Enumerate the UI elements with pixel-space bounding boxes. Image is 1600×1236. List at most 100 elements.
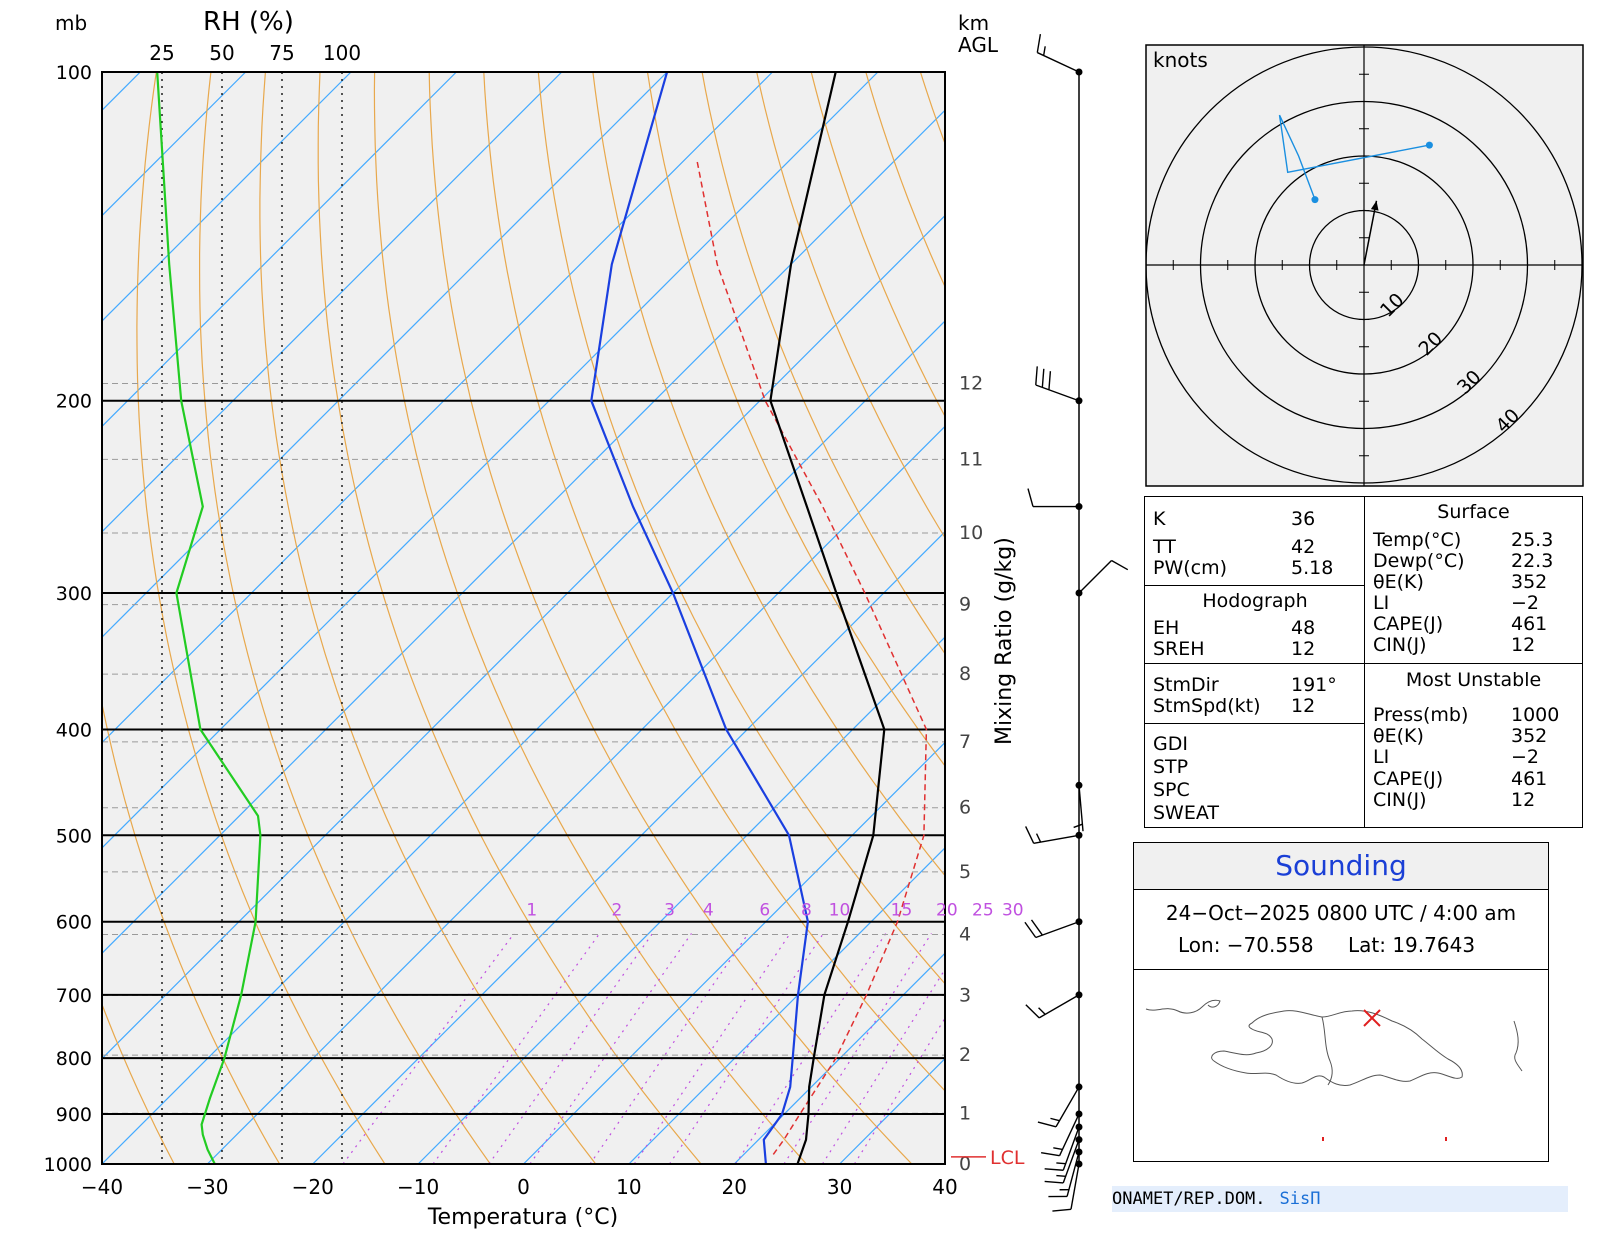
rh-tick-label: 75: [269, 41, 294, 65]
pressure-tick-label: 400: [56, 719, 92, 741]
wind-barb-shaft: [1035, 921, 1080, 939]
wind-barb-shaft: [1033, 834, 1080, 844]
mixing-ratio-tick-label: 6: [759, 901, 770, 921]
surface-li-label: LI: [1373, 592, 1390, 614]
wind-barb-half-feather: [1056, 1162, 1066, 1165]
wind-barb-half-feather: [1042, 46, 1046, 56]
pressure-tick-label: 1000: [44, 1154, 92, 1176]
temperature-tick-label: 10: [616, 1175, 641, 1199]
height-tick-label: 1: [959, 1102, 971, 1124]
mu-cin-label: CIN(J): [1373, 789, 1427, 811]
dry-adiabat-line: [592, 72, 945, 877]
mu-thetae-value: 352: [1511, 725, 1548, 747]
spc-label: SPC: [1153, 779, 1190, 801]
isotherm-line: [733, 952, 945, 1164]
mu-cape-value: 461: [1511, 768, 1548, 790]
dry-adiabat-line: [701, 72, 945, 655]
height-tick-label: 0: [959, 1153, 971, 1175]
temperature-profile-line: [769, 72, 886, 1164]
tt-value: 42: [1291, 536, 1316, 558]
wind-barb-feather: [1044, 1168, 1064, 1171]
temperature-tick-label: −30: [186, 1175, 228, 1199]
surface-temp-label: Temp(°C): [1373, 529, 1462, 551]
temperature-tick-label: −10: [397, 1175, 439, 1199]
surface-cin-label: CIN(J): [1373, 634, 1427, 656]
wind-barb-feather: [1035, 366, 1038, 386]
pressure-tick-label: 100: [56, 62, 92, 84]
wind-barb-feather: [1041, 368, 1045, 388]
surface-cape-value: 461: [1511, 613, 1548, 635]
sounding-datetime: 24−Oct−2025 0800 UTC / 4:00 am: [1165, 901, 1517, 925]
temperature-tick-label: 0: [517, 1175, 530, 1199]
surface-dewp-value: 22.3: [1511, 550, 1554, 572]
height-tick-label: 9: [959, 594, 971, 616]
rh-axis-label: RH (%): [203, 7, 294, 37]
hodograph-end-point: [1311, 196, 1319, 204]
dry-adiabat-line: [428, 72, 913, 1164]
sounding-lon: Lon: −70.558: [1178, 933, 1314, 957]
plot-background: [102, 72, 945, 1164]
height-unit-label: km: [958, 11, 989, 35]
wind-barb-shaft: [1035, 384, 1080, 402]
dry-adiabats: [102, 72, 945, 1164]
surface-li-value: −2: [1511, 592, 1540, 614]
wind-barb-shaft: [1066, 1151, 1080, 1197]
hodograph-ring: [1199, 100, 1529, 430]
wind-barb-half-feather: [1056, 1174, 1066, 1178]
temperature-tick-label: −20: [292, 1175, 334, 1199]
wind-barb-feather: [1052, 1208, 1072, 1212]
isotherm-line: [0, 72, 35, 1164]
wind-barb-feather: [1111, 559, 1129, 571]
mixing-ratio-tick-label: 20: [936, 901, 958, 921]
mu-cin-value: 12: [1511, 789, 1536, 811]
temperature-tick-label: 40: [932, 1175, 957, 1199]
lcl-label: LCL: [990, 1147, 1025, 1169]
isotherm-line: [102, 72, 773, 744]
wind-barb-feather: [1025, 826, 1035, 844]
x-axis-label: Temperatura (°C): [427, 1205, 618, 1230]
mixing-ratio-line: [342, 933, 515, 1164]
mu-thetae-label: θE(K): [1373, 725, 1424, 747]
height-tick-label: 8: [959, 663, 971, 685]
dry-adiabat-line: [259, 72, 597, 1164]
wind-barb-half-feather: [1050, 1117, 1060, 1122]
wind-barb-feather: [1036, 34, 1042, 53]
pressure-tick-label: 700: [56, 985, 92, 1007]
wind-barb-shaft: [1062, 1139, 1080, 1184]
height-tick-label: 11: [959, 448, 983, 470]
surface-thetae-value: 352: [1511, 571, 1548, 593]
mixing-ratio-line: [668, 933, 824, 1164]
dry-adiabat-line: [537, 72, 945, 985]
rh-gridlines: [161, 72, 343, 1164]
temperature-tick-label: −40: [81, 1175, 123, 1199]
isotherm-line: [102, 72, 879, 849]
mixing-ratio-axis-label: Mixing Ratio (g/kg): [992, 537, 1017, 745]
pw-label: PW(cm): [1153, 557, 1228, 579]
wind-barb-feather: [1048, 371, 1052, 390]
mixing-ratio-tick-label: 25: [972, 901, 994, 921]
mu-cape-label: CAPE(J): [1373, 768, 1444, 790]
pressure-tick-label: 200: [56, 391, 92, 413]
height-tick-label: 3: [959, 984, 971, 1006]
wind-barb-shaft: [1062, 1126, 1080, 1171]
mu-li-label: LI: [1373, 746, 1390, 768]
pressure-tick-label: 500: [56, 825, 92, 847]
mixing-ratio-tick-label: 30: [1002, 901, 1024, 921]
mixing-ratio-line: [488, 933, 654, 1164]
isotherms: [0, 72, 945, 1164]
hodograph-ring: [1146, 46, 1583, 484]
height-tick-label: 10: [959, 522, 983, 544]
isotherm-line: [102, 72, 457, 428]
mu-press-label: Press(mb): [1373, 704, 1469, 726]
footer-org: ONAMET/REP.DOM.: [1112, 1189, 1266, 1209]
surface-cin-value: 12: [1511, 634, 1536, 656]
dry-adiabat-line: [865, 72, 945, 289]
height-tick-label: 5: [959, 861, 971, 883]
isotherm-line: [102, 109, 945, 955]
stmdir-value: 191°: [1291, 674, 1337, 696]
wind-barb-feather: [1030, 919, 1043, 936]
rh-tick-label: 25: [149, 41, 174, 65]
location-map: [1145, 999, 1523, 1141]
